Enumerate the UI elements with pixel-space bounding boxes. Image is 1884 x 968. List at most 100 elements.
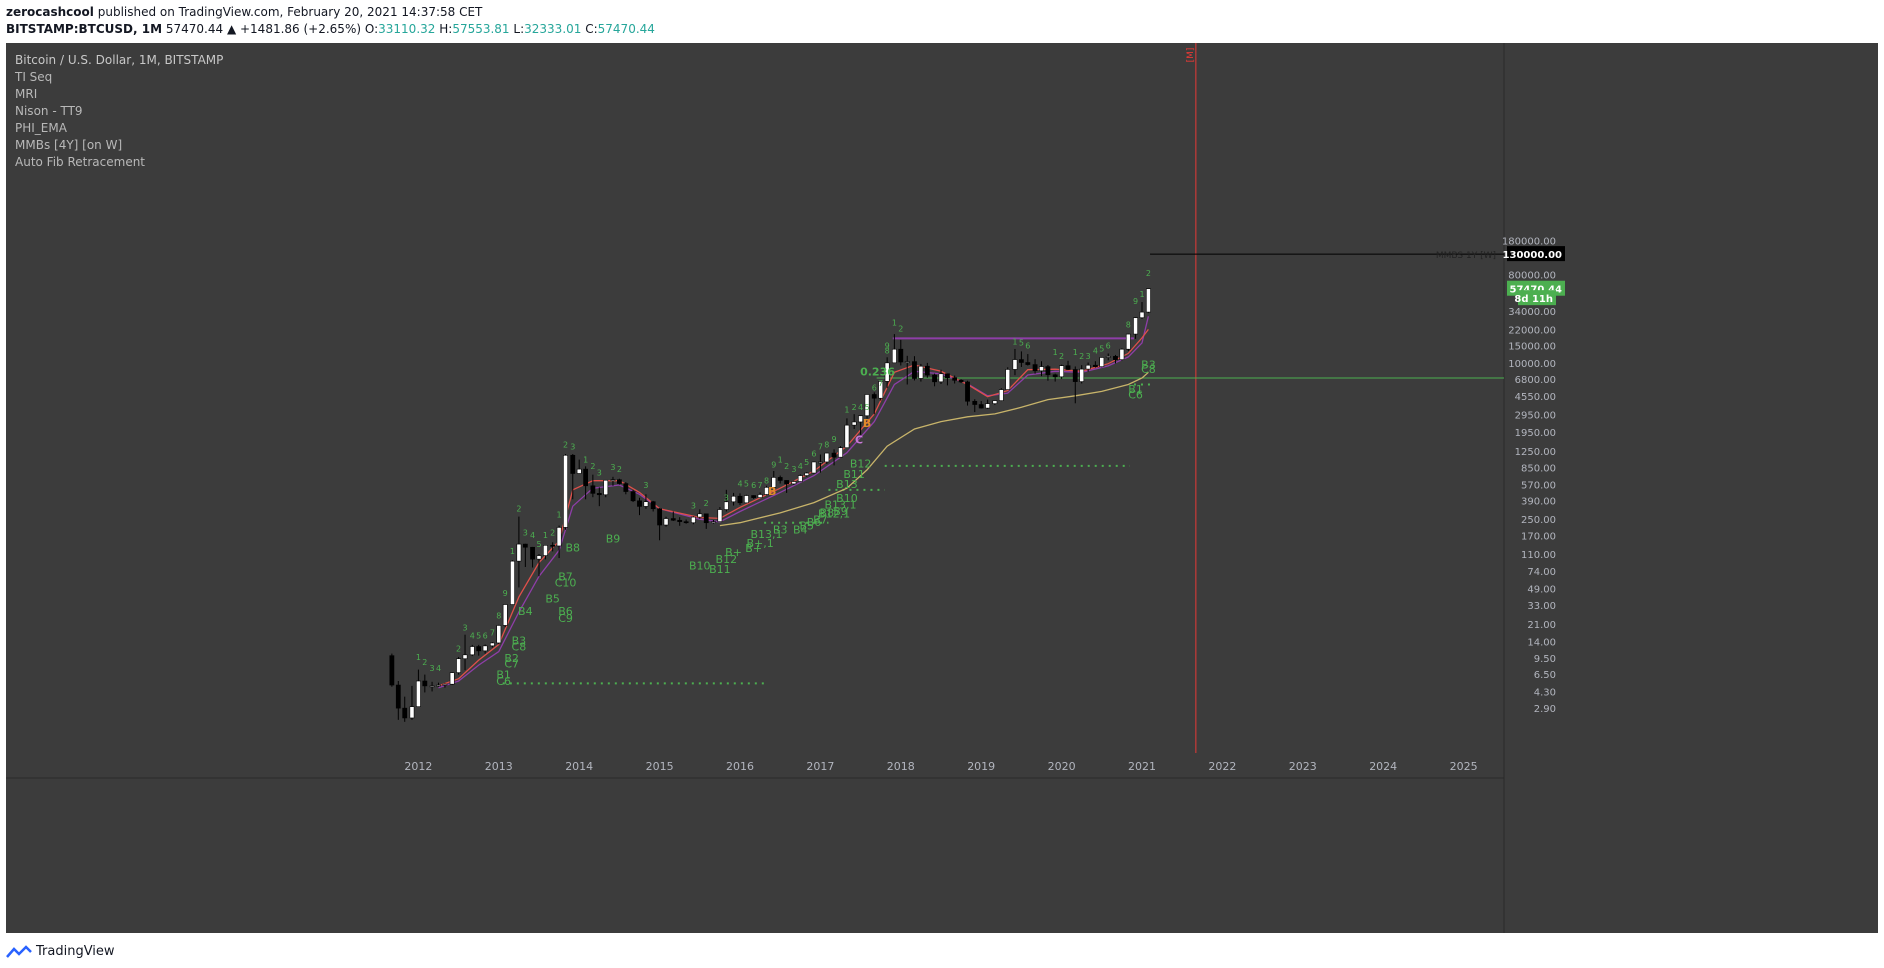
y-tick-label: 6800.00 [1515, 375, 1556, 386]
chart-area[interactable] [6, 43, 1878, 933]
candle [422, 674, 428, 693]
legend-indicator[interactable]: Auto Fib Retracement [15, 155, 146, 169]
candle-body [784, 480, 790, 485]
y-tick-label: 34000.00 [1508, 307, 1556, 318]
brand-name[interactable]: TradingView [36, 944, 115, 959]
legend-indicator[interactable]: TI Seq [15, 70, 53, 84]
candle [878, 381, 884, 401]
candle-body [436, 684, 441, 687]
y-tick-label: 6.50 [1534, 670, 1556, 681]
candle [851, 414, 857, 429]
ema-slow-line [719, 371, 1149, 527]
candle [442, 683, 448, 688]
author-name[interactable]: zerocashcool [6, 5, 94, 19]
countdown-label: B+ [725, 546, 742, 559]
candle-body [402, 707, 408, 719]
sequential-count-label: 2 [550, 529, 555, 538]
candle-body [650, 501, 656, 510]
candle-body [985, 403, 991, 409]
candle-body [1119, 348, 1125, 360]
candle-body [603, 479, 609, 496]
candle-body [670, 518, 676, 521]
candle-body [1072, 369, 1078, 382]
candle-body [851, 421, 857, 426]
legend-indicator[interactable]: Nison - TT9 [15, 104, 83, 118]
candle [563, 454, 568, 530]
candle [945, 373, 950, 386]
candle-body [1079, 368, 1085, 382]
countdown-label: B+,1 [746, 537, 773, 550]
candle-body [918, 365, 924, 379]
sequential-count-label: 5 [536, 540, 541, 549]
candle [871, 392, 877, 415]
countdown-label: B5 [545, 593, 560, 606]
y-tick-label: 4.30 [1534, 687, 1556, 698]
candle-body [657, 508, 662, 526]
candle-body [932, 374, 937, 383]
countdown-label: B11 [843, 468, 865, 481]
price-label-text: 130000.00 [1503, 250, 1563, 261]
candle-body [570, 454, 576, 474]
legend-indicator[interactable]: PHI_EMA [15, 121, 67, 135]
high-value: 57553.81 [452, 22, 510, 36]
candle-body [891, 348, 897, 364]
countdown-label: B13,1 [824, 499, 856, 512]
candle [1018, 351, 1024, 367]
legend-indicator[interactable]: MRI [15, 87, 38, 101]
candle [958, 379, 964, 384]
candle-body [556, 527, 562, 547]
countdown-label: C8 [512, 640, 527, 653]
candle [703, 513, 709, 529]
candle [1032, 359, 1038, 374]
sequential-count-label: 6 [751, 481, 756, 490]
candle-body [972, 400, 978, 405]
sequential-count-label: 1 [583, 456, 588, 465]
countdown-label: B+ [745, 542, 762, 555]
candle [1125, 333, 1131, 352]
sequential-count-label: 9 [885, 342, 890, 351]
sequential-count-label: 1 [1073, 348, 1078, 357]
candle-body [771, 477, 777, 488]
candle-body [510, 560, 515, 605]
candle [751, 495, 757, 499]
candle [1092, 361, 1098, 368]
candle [637, 497, 642, 516]
sequential-count-label: 7 [758, 481, 763, 490]
sequential-count-label: 8 [824, 441, 829, 450]
candle-body [1099, 357, 1105, 367]
candle-body [844, 424, 850, 449]
candle-body [429, 685, 435, 688]
candle [884, 357, 890, 389]
close-label: C: [585, 22, 598, 36]
candle [677, 517, 683, 526]
candle [402, 696, 408, 722]
sequential-count-label: 9 [771, 460, 776, 469]
candle-body [442, 683, 448, 686]
sequential-count-label: 3 [523, 529, 528, 538]
sequential-count-label: 4 [798, 462, 803, 471]
countdown-label: B12 [850, 457, 872, 470]
sequential-count-label: 5 [744, 480, 749, 489]
candle-body [630, 491, 636, 502]
price-chart[interactable]: 180000.00 80000.00 34000.00 22000.00 15000.0… [6, 43, 1878, 933]
candle [1119, 348, 1125, 361]
sequential-count-label: 1 [1012, 337, 1017, 346]
candle [1113, 354, 1118, 364]
candle [992, 400, 998, 405]
candle [824, 452, 830, 464]
candle-body [677, 519, 683, 522]
x-tick-label: 2017 [806, 760, 834, 773]
sequential-count-label: 1 [510, 547, 515, 556]
candle [690, 516, 696, 525]
candle [912, 356, 917, 381]
sequential-count-label: 9 [832, 435, 837, 444]
sequential-count-label: 8 [496, 612, 501, 621]
open-label: O: [364, 22, 379, 36]
candle [623, 482, 629, 495]
candle-body [482, 645, 488, 652]
candle-body [389, 655, 395, 686]
legend-indicator[interactable]: MMBs [4Y] [on W] [15, 138, 123, 152]
last-price: 57470.44 [165, 22, 224, 36]
candle [489, 642, 495, 648]
candle [530, 546, 535, 568]
